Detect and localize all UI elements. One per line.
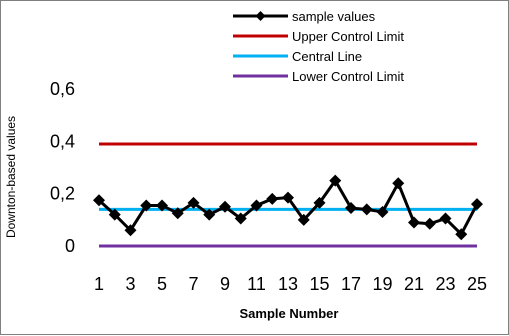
y-tick-label: 0,2 — [50, 184, 75, 204]
x-tick-label: 1 — [94, 274, 104, 294]
sample-point-13 — [282, 191, 294, 204]
sample-point-1 — [93, 194, 105, 207]
sample-values-series — [93, 174, 483, 241]
sample-point-2 — [108, 208, 121, 221]
x-tick-label: 11 — [247, 274, 266, 294]
y-tick-label: 0,6 — [50, 79, 75, 99]
x-tick-label: 25 — [467, 274, 487, 294]
sample-point-8 — [203, 208, 216, 221]
x-tick-label: 17 — [341, 274, 361, 294]
sample-point-10 — [234, 212, 247, 225]
x-tick-label: 23 — [435, 274, 455, 294]
sample-point-22 — [423, 217, 436, 230]
sample-point-15 — [313, 196, 326, 209]
x-tick-label: 19 — [372, 274, 392, 294]
sample-point-4 — [140, 199, 153, 212]
legend: sample values Upper Control Limit Central … — [233, 9, 404, 84]
x-tick-label: 9 — [220, 274, 230, 294]
x-tick-label: 3 — [125, 274, 135, 294]
sample-point-23 — [439, 212, 452, 225]
y-tick-label: 0 — [65, 236, 75, 256]
x-tick-label: 7 — [188, 274, 198, 294]
sample-point-17 — [345, 202, 357, 215]
sample-point-9 — [219, 200, 231, 213]
y-tick-label: 0,4 — [50, 131, 75, 151]
x-tick-label: 15 — [309, 274, 329, 294]
sample-point-12 — [266, 192, 279, 205]
y-axis-ticks: 0 0,2 0,4 0,6 — [50, 79, 75, 256]
sample-values-line — [97, 179, 479, 236]
x-tick-label: 13 — [278, 274, 298, 294]
sample-point-3 — [124, 224, 137, 237]
sample-point-6 — [171, 207, 184, 220]
sample-point-16 — [329, 174, 342, 187]
legend-marker-icon — [255, 11, 266, 21]
legend-label-central-line: Central Line — [292, 49, 362, 64]
sample-point-20 — [392, 177, 405, 190]
legend-label-lower-control-limit: Lower Control Limit — [292, 69, 404, 84]
sample-point-5 — [156, 199, 168, 212]
x-tick-label: 21 — [404, 274, 424, 294]
x-axis-ticks: 1 3 5 7 9 11 13 15 17 19 21 23 25 — [94, 274, 487, 294]
sample-point-11 — [250, 199, 263, 212]
sample-point-7 — [187, 196, 200, 209]
legend-label-sample-values: sample values — [292, 9, 376, 24]
y-axis-title: Downton-based values — [4, 116, 18, 238]
x-axis-title: Sample Number — [240, 306, 339, 321]
sample-point-24 — [455, 228, 468, 241]
sample-point-21 — [408, 216, 420, 229]
legend-label-upper-control-limit: Upper Control Limit — [292, 29, 404, 44]
sample-point-25 — [471, 198, 483, 211]
sample-point-19 — [376, 205, 389, 218]
x-tick-label: 5 — [157, 274, 167, 294]
sample-point-18 — [360, 203, 373, 216]
sample-point-14 — [297, 213, 310, 226]
